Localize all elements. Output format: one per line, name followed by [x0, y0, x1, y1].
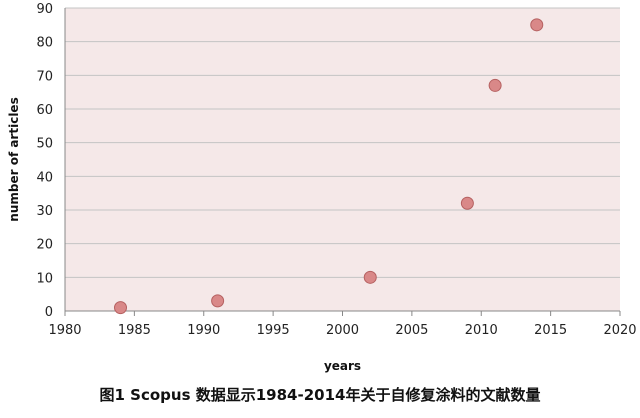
- y-tick-label-60: 60: [36, 103, 53, 118]
- x-tick-label-1985: 1985: [118, 323, 151, 338]
- plot-area: [65, 8, 620, 311]
- y-tick-label-80: 80: [36, 36, 53, 51]
- data-point-2009: [460, 196, 474, 210]
- scatter-chart: 0 10 20 30 40 50 60 70 80 90 1980 1985 1990 1995 2000…: [7, 2, 637, 373]
- x-tick-labels: 1980 1985 1990 1995 2000 2005 2010 2015 2020: [48, 323, 636, 338]
- y-tick-label-10: 10: [36, 271, 53, 286]
- axes: [64, 8, 621, 316]
- x-axis-title: years: [324, 359, 361, 373]
- data-point-1991: [211, 294, 225, 308]
- data-point-2002: [363, 270, 377, 284]
- y-tick-label-50: 50: [36, 137, 53, 152]
- x-tick-label-2010: 2010: [465, 323, 498, 338]
- x-tick-label-1995: 1995: [257, 323, 290, 338]
- data-point-2011: [488, 78, 502, 92]
- gridlines: [65, 7, 620, 278]
- x-tick-label-1980: 1980: [48, 323, 81, 338]
- x-tick-label-2000: 2000: [326, 323, 359, 338]
- x-tick-label-1990: 1990: [187, 323, 220, 338]
- y-tick-label-0: 0: [45, 305, 53, 320]
- data-point-1984: [114, 301, 127, 315]
- x-tick-label-2015: 2015: [534, 323, 567, 338]
- data-point-2014: [530, 18, 544, 32]
- y-axis-title: number of articles: [7, 97, 21, 221]
- y-tick-label-30: 30: [36, 204, 53, 219]
- y-tick-label-70: 70: [36, 69, 53, 84]
- figure-caption: 图1 Scopus 数据显示1984-2014年关于自修复涂料的文献数量: [99, 386, 541, 404]
- x-tick-label-2020: 2020: [603, 323, 636, 338]
- x-tick-label-2005: 2005: [395, 323, 428, 338]
- y-tick-label-20: 20: [36, 238, 53, 253]
- data-points: [114, 18, 544, 315]
- y-tick-label-90: 90: [36, 2, 53, 17]
- y-tick-label-40: 40: [36, 170, 53, 185]
- y-tick-labels: 0 10 20 30 40 50 60 70 80 90: [36, 2, 53, 320]
